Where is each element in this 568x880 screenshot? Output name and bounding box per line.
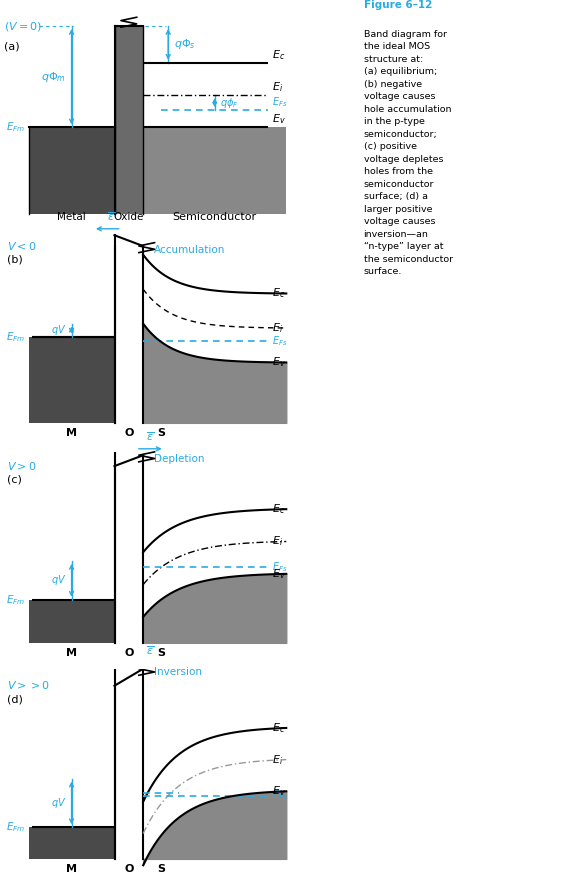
Polygon shape [143, 128, 286, 214]
Text: S: S [157, 428, 165, 438]
Text: O: O [124, 863, 133, 874]
Text: $V >> 0$: $V >> 0$ [7, 679, 51, 692]
Text: Inversion: Inversion [154, 667, 202, 677]
Text: $E_i$: $E_i$ [272, 80, 283, 94]
Text: $E_{Fs}$: $E_{Fs}$ [272, 788, 287, 803]
Text: Semiconductor: Semiconductor [173, 212, 257, 223]
Text: $V < 0$: $V < 0$ [7, 239, 37, 252]
Text: (b): (b) [7, 254, 23, 265]
Text: $E_{Fm}$: $E_{Fm}$ [6, 330, 25, 343]
Text: $E_{Fm}$: $E_{Fm}$ [6, 820, 25, 834]
Text: Oxide: Oxide [114, 212, 144, 223]
Text: $qV$: $qV$ [51, 323, 66, 337]
Text: Accumulation: Accumulation [154, 245, 225, 254]
Text: $E_c$: $E_c$ [272, 48, 285, 62]
Text: M: M [66, 428, 77, 438]
Text: $E_v$: $E_v$ [272, 113, 286, 127]
Text: $E_i$: $E_i$ [272, 535, 283, 548]
Text: $E_v$: $E_v$ [272, 356, 286, 370]
Text: (c): (c) [7, 474, 22, 485]
Text: $E_c$: $E_c$ [272, 502, 285, 516]
Text: $qV$: $qV$ [51, 796, 66, 810]
Polygon shape [28, 128, 115, 214]
Polygon shape [28, 600, 115, 642]
Text: S: S [157, 863, 165, 874]
Text: (d): (d) [7, 694, 23, 704]
Text: O: O [124, 428, 133, 438]
Text: $E_{Fm}$: $E_{Fm}$ [6, 121, 25, 135]
Text: $\overline{\varepsilon}$: $\overline{\varepsilon}$ [147, 644, 154, 657]
Text: $E_c$: $E_c$ [272, 721, 285, 735]
Text: $V > 0$: $V > 0$ [7, 459, 37, 472]
Text: $E_v$: $E_v$ [272, 784, 286, 798]
Text: $q\phi_F$: $q\phi_F$ [220, 96, 239, 110]
Text: $E_c$: $E_c$ [272, 287, 285, 300]
Text: $E_i$: $E_i$ [272, 752, 283, 766]
Text: M: M [66, 648, 77, 658]
Text: $\overline{\varepsilon}$: $\overline{\varepsilon}$ [147, 431, 154, 444]
Text: $q\Phi_s$: $q\Phi_s$ [174, 37, 195, 51]
Text: M: M [66, 863, 77, 874]
Text: $E_{Fs}$: $E_{Fs}$ [272, 95, 287, 109]
Text: $E_{Fs}$: $E_{Fs}$ [272, 334, 287, 348]
Text: $q\Phi_m$: $q\Phi_m$ [41, 70, 66, 84]
Polygon shape [28, 827, 115, 859]
Text: $(V = 0)$: $(V = 0)$ [3, 19, 41, 33]
Polygon shape [28, 336, 115, 422]
Text: Figure 6–12: Figure 6–12 [364, 0, 432, 10]
Text: $E_{Fm}$: $E_{Fm}$ [6, 593, 25, 606]
Text: $qV$: $qV$ [51, 573, 66, 587]
Text: Band diagram for
the ideal MOS
structure at:
(a) equilibrium;
(b) negative
volta: Band diagram for the ideal MOS structure… [364, 30, 453, 276]
Text: S: S [157, 648, 165, 658]
Text: $E_v$: $E_v$ [272, 567, 286, 581]
Text: Metal: Metal [57, 212, 86, 223]
Text: $E_{Fs}$: $E_{Fs}$ [272, 561, 287, 575]
Polygon shape [115, 26, 143, 214]
Text: Depletion: Depletion [154, 454, 204, 464]
Text: O: O [124, 648, 133, 658]
Text: $E_i$: $E_i$ [272, 321, 283, 335]
Text: $\overline{\varepsilon}$: $\overline{\varepsilon}$ [107, 211, 115, 224]
Text: (a): (a) [3, 41, 19, 51]
